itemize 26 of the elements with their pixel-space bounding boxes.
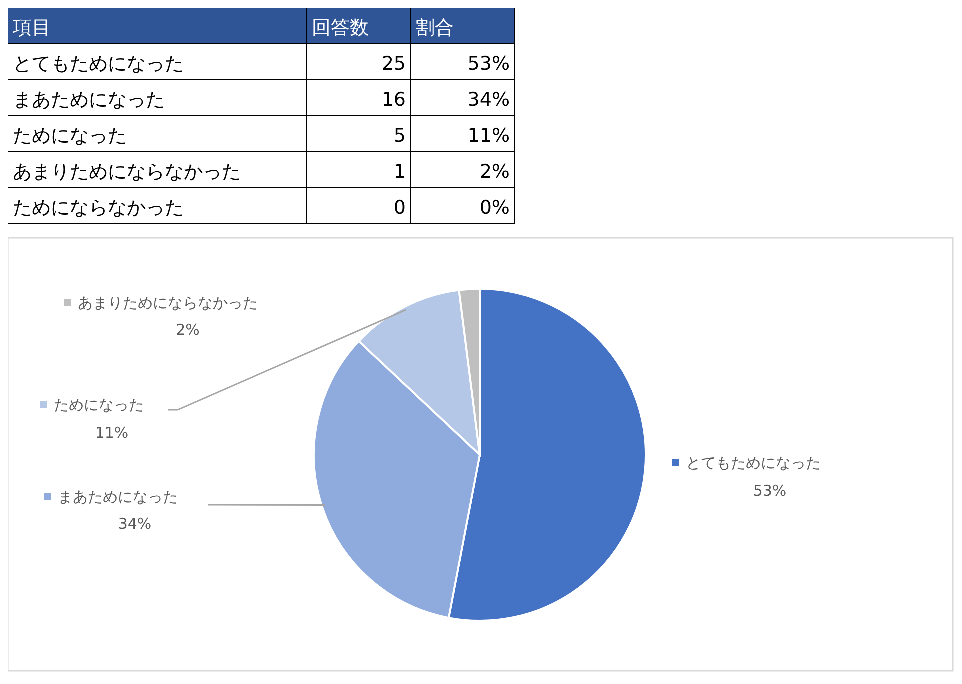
text: 回答数 <box>312 17 369 39</box>
text: 0 <box>394 197 406 219</box>
legend-label: ためになった <box>54 396 144 414</box>
text: 1 <box>394 161 406 183</box>
text: 項目 <box>12 17 51 39</box>
text: あまりためにならなかった <box>13 161 241 183</box>
text: ためにならなかった <box>13 197 184 219</box>
text: 割合 <box>416 17 454 39</box>
legend-label: まあためになった <box>58 488 178 506</box>
legend-label: とてもためになった <box>686 454 821 472</box>
data-label: 2% <box>176 321 200 339</box>
data-label: 34% <box>118 515 152 533</box>
text: 16 <box>382 89 406 111</box>
data-label: 11% <box>95 424 129 442</box>
text: 53% <box>468 53 510 75</box>
text: 11% <box>468 125 510 147</box>
legend-label: あまりためにならなかった <box>78 294 258 312</box>
text: 5 <box>394 125 406 147</box>
text: まあためになった <box>13 89 165 111</box>
text: 2% <box>480 161 510 183</box>
text: 0% <box>480 197 510 219</box>
data-label: 53% <box>753 482 787 500</box>
text: 25 <box>382 53 406 75</box>
text: ためになった <box>13 125 127 147</box>
text: とてもためになった <box>13 53 184 75</box>
text: 34% <box>468 89 510 111</box>
